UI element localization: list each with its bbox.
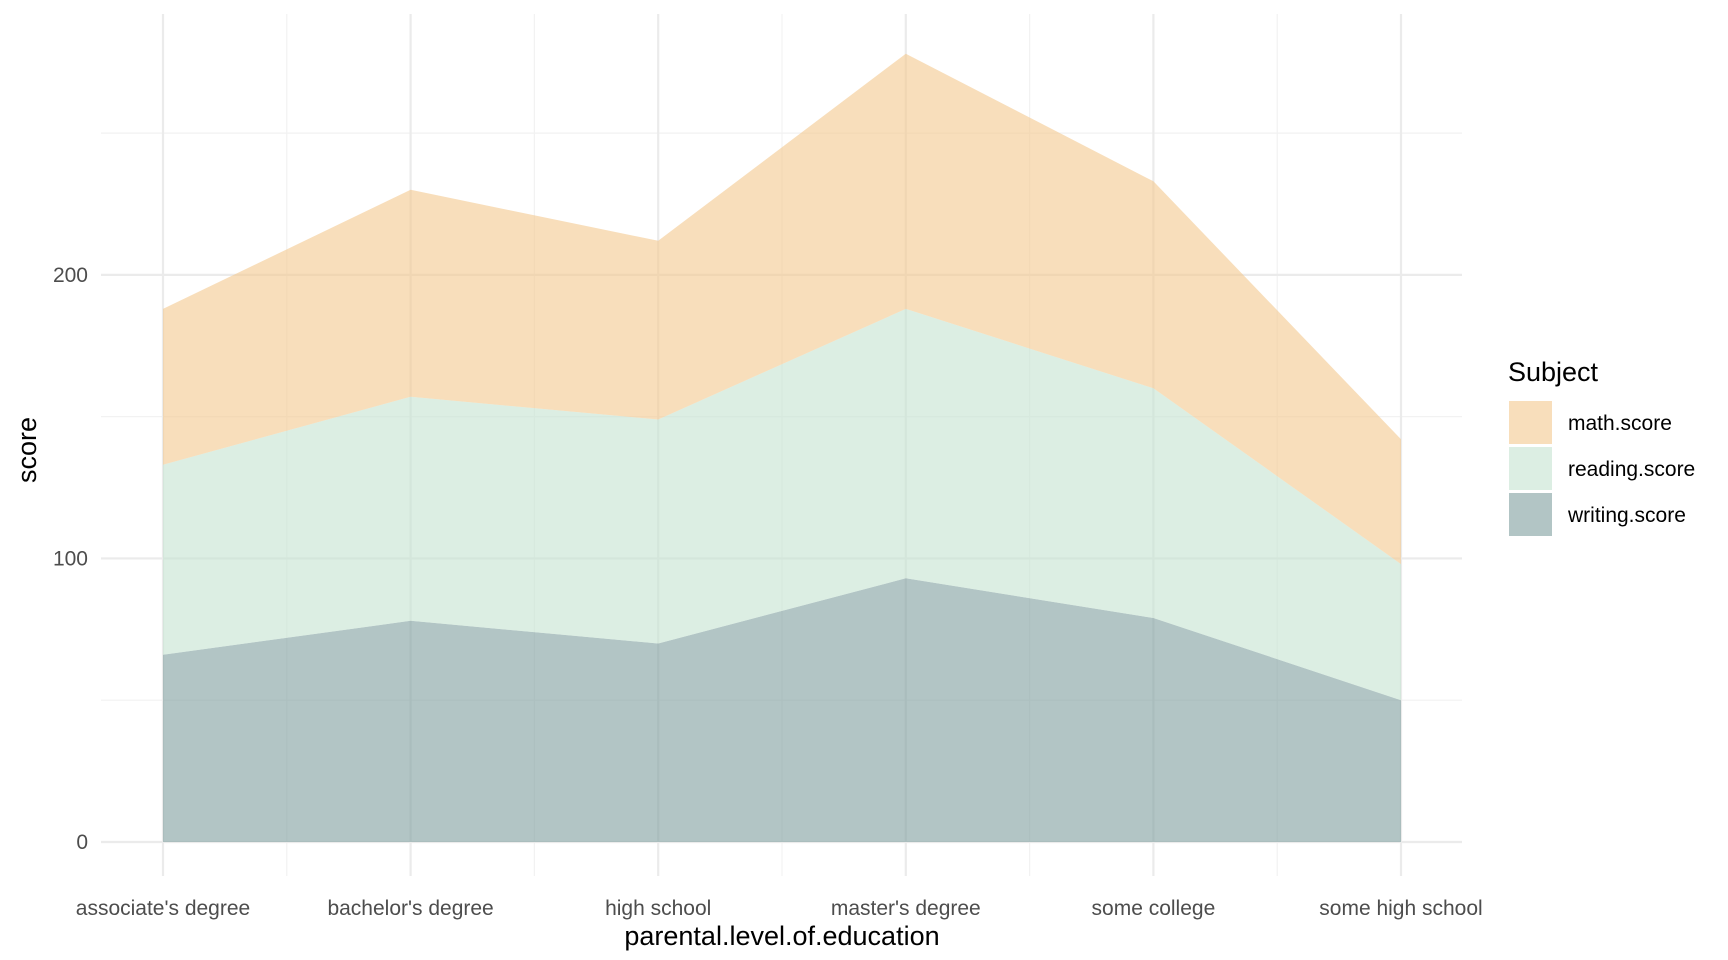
area-reading-score bbox=[163, 308, 1401, 701]
y-tick-labels: 0 100 200 bbox=[53, 264, 88, 854]
area-math-score bbox=[163, 53, 1401, 565]
legend-swatch-math-score bbox=[1509, 401, 1552, 444]
x-tick-label: some college bbox=[1092, 897, 1216, 920]
y-tick-label: 0 bbox=[76, 831, 88, 854]
area-writing-score bbox=[163, 578, 1401, 842]
x-tick-label: associate's degree bbox=[76, 897, 250, 920]
legend-swatch-writing-score bbox=[1509, 493, 1552, 536]
y-axis-title: score bbox=[12, 417, 42, 483]
legend: Subject math.score reading.score writing.s… bbox=[1508, 357, 1695, 536]
x-tick-label: high school bbox=[605, 897, 711, 920]
x-tick-label: bachelor's degree bbox=[327, 897, 493, 920]
legend-title: Subject bbox=[1508, 357, 1599, 387]
area-series-group bbox=[163, 53, 1401, 842]
x-tick-labels: associate's degree bachelor's degree high … bbox=[76, 897, 1483, 920]
x-tick-label: master's degree bbox=[831, 897, 981, 920]
legend-label: math.score bbox=[1568, 412, 1672, 435]
legend-items: math.score reading.score writing.score bbox=[1509, 401, 1695, 536]
y-tick-label: 100 bbox=[53, 547, 88, 570]
legend-label: writing.score bbox=[1567, 504, 1686, 527]
x-tick-label: some high school bbox=[1319, 897, 1482, 920]
x-axis-title: parental.level.of.education bbox=[624, 921, 939, 951]
y-tick-label: 200 bbox=[53, 264, 88, 287]
legend-label: reading.score bbox=[1568, 458, 1695, 481]
legend-swatch-reading-score bbox=[1509, 447, 1552, 490]
